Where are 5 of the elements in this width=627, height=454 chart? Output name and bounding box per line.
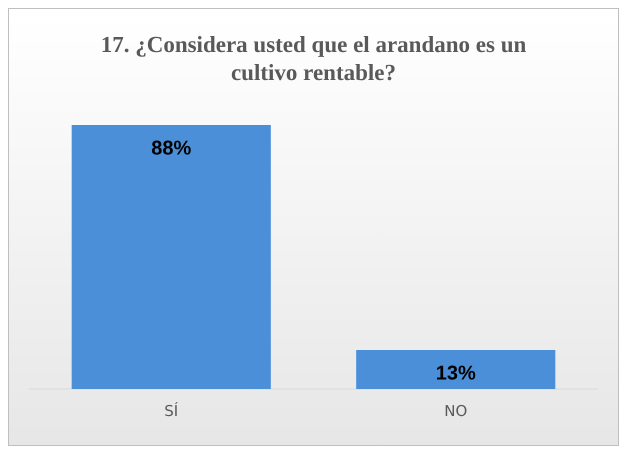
x-tick-label: NO (444, 402, 468, 420)
chart-title: 17. ¿Considera usted que el arandano es un cultivo rentable? (100, 31, 528, 87)
data-label: 88% (151, 138, 192, 160)
x-tick-label: SÍ (164, 402, 178, 420)
data-label: 13% (436, 362, 476, 385)
